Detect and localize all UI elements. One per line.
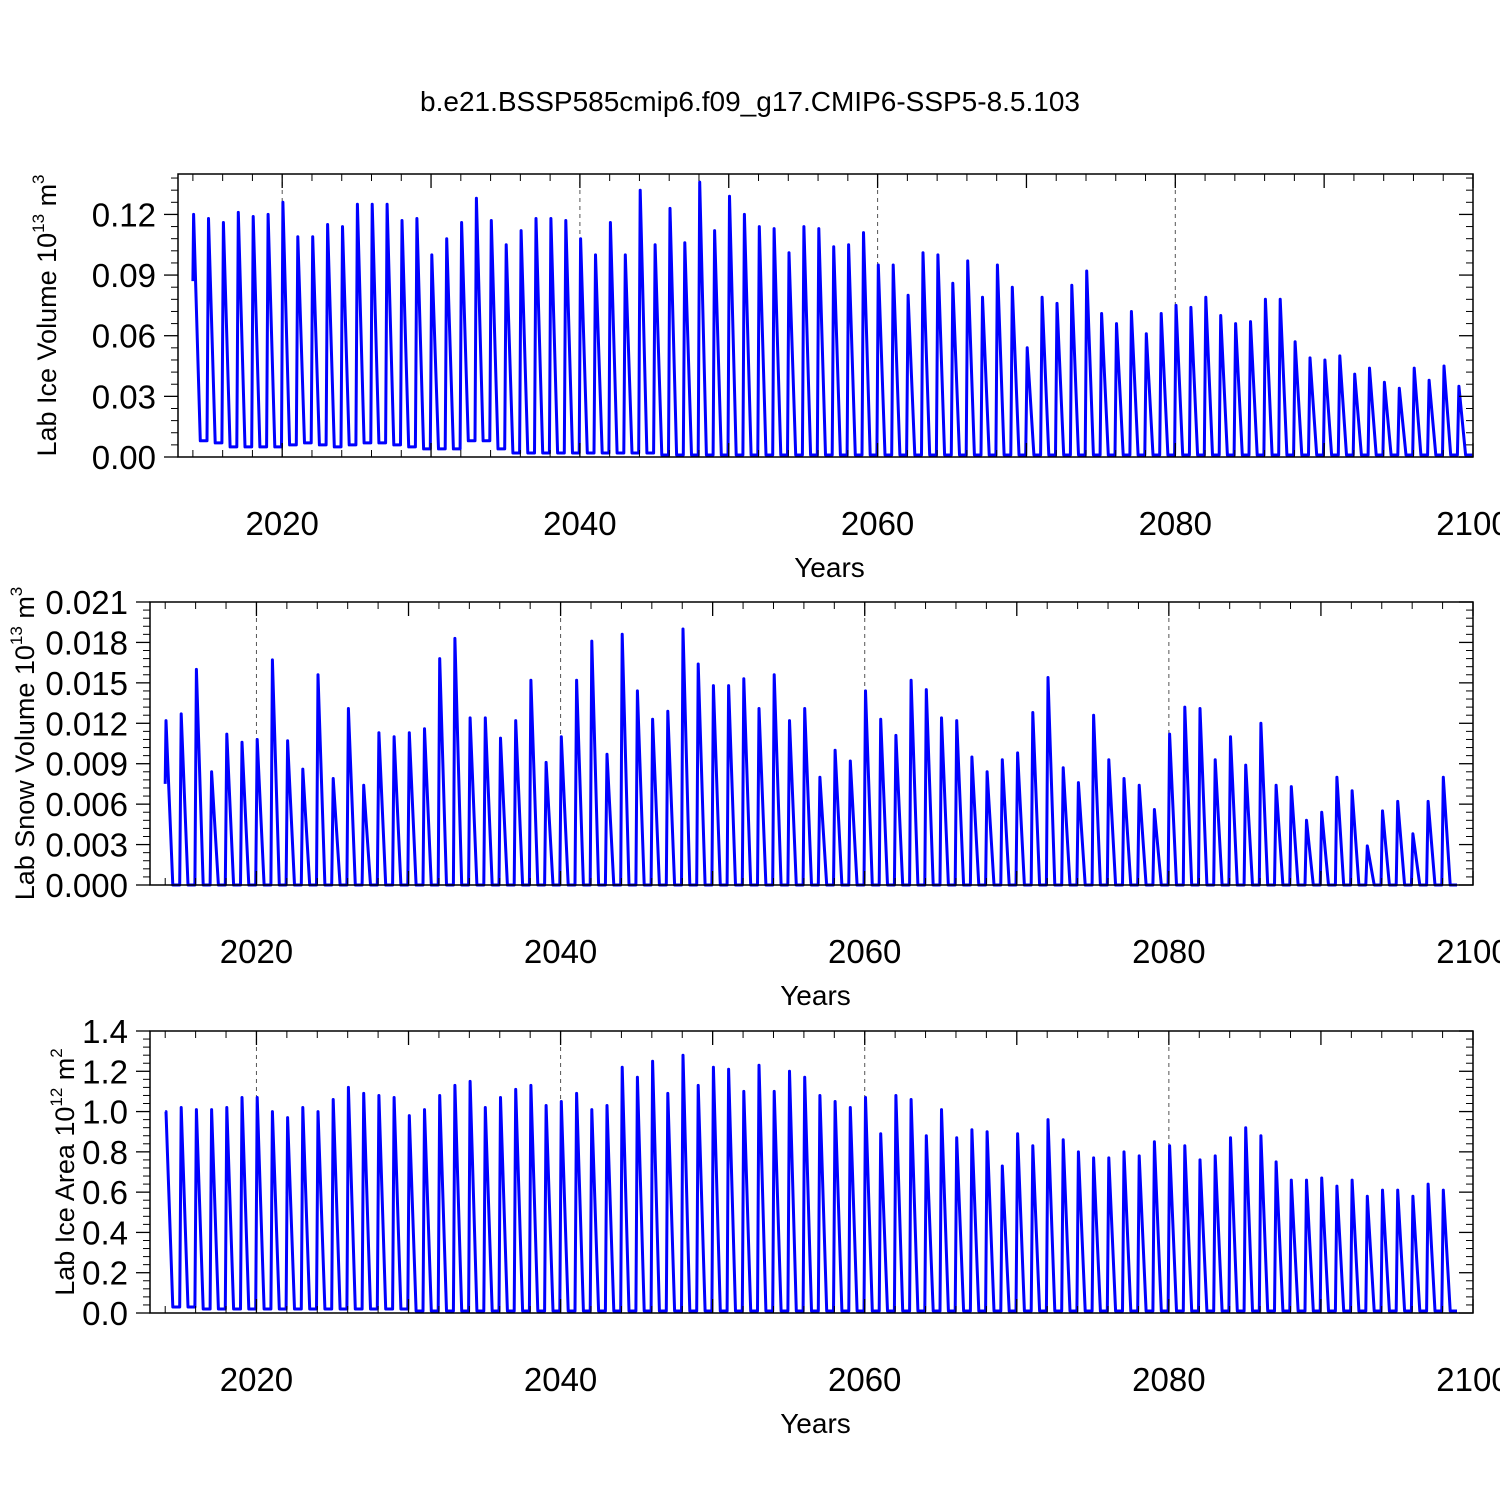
series-line: [163, 627, 1457, 887]
x-axis-label: Years: [780, 980, 851, 1011]
x-tick-label: 2080: [1132, 933, 1205, 970]
y-tick-label: 0.6: [82, 1174, 128, 1211]
y-tick-label: 1.0: [82, 1094, 128, 1131]
x-tick-label: 2040: [543, 505, 616, 542]
x-tick-label: 2100: [1436, 933, 1500, 970]
y-tick-label: 0.009: [45, 746, 128, 783]
y-axis-label: Lab Snow Volume 1013 m3: [7, 587, 40, 901]
plot-frame: [177, 173, 1474, 458]
y-tick-label: 0.003: [45, 827, 128, 864]
y-tick-label: 1.2: [82, 1053, 128, 1090]
x-tick-label: 2080: [1132, 1361, 1205, 1398]
figure-title: b.e21.BSSP585cmip6.f09_g17.CMIP6-SSP5-8.…: [420, 86, 1080, 117]
x-tick-label: 2040: [524, 1361, 597, 1398]
x-tick-label: 2100: [1436, 505, 1500, 542]
x-tick-label: 2020: [220, 933, 293, 970]
x-tick-label: 2040: [524, 933, 597, 970]
y-axis-label: Lab Ice Area 1012 m2: [47, 1048, 80, 1296]
y-tick-label: 0.0: [82, 1295, 128, 1332]
y-tick-label: 0.03: [92, 378, 156, 415]
y-axis-label: Lab Ice Volume 1013 m3: [29, 174, 62, 456]
plot-frame: [149, 1030, 1474, 1314]
x-tick-label: 2080: [1139, 505, 1212, 542]
series-line: [191, 180, 1473, 457]
y-tick-label: 0.06: [92, 318, 156, 355]
y-tick-label: 0.000: [45, 867, 128, 904]
y-tick-label: 0.4: [82, 1214, 128, 1251]
y-tick-label: 0.00: [92, 439, 156, 476]
x-tick-label: 2020: [245, 505, 318, 542]
y-tick-label: 0.006: [45, 786, 128, 823]
y-tick-label: 0.018: [45, 624, 128, 661]
chart-panel-3: 2020 2040 2060 2080 2100 Years 0.00.2 0.40.60.8…: [47, 1013, 1500, 1439]
x-tick-label: 2060: [841, 505, 914, 542]
x-tick-label: 2060: [828, 1361, 901, 1398]
x-axis-label: Years: [794, 552, 865, 583]
chart-panel-1: 2020 2040 2060 2080 2100 Years 0.00 0.03 0.06 0.0…: [29, 173, 1500, 583]
y-tick-label: 0.12: [92, 196, 156, 233]
y-tick-label: 0.015: [45, 665, 128, 702]
x-tick-label: 2100: [1436, 1361, 1500, 1398]
y-tick-label: 0.2: [82, 1255, 128, 1292]
y-tick-label: 0.09: [92, 257, 156, 294]
plot-frame: [149, 601, 1474, 886]
x-axis-label: Years: [780, 1408, 851, 1439]
x-tick-label: 2020: [220, 1361, 293, 1398]
y-tick-label: 1.4: [82, 1013, 128, 1050]
y-tick-label: 0.012: [45, 705, 128, 742]
x-tick-label: 2060: [828, 933, 901, 970]
series-line: [164, 1053, 1457, 1313]
y-tick-label: 0.021: [45, 584, 128, 621]
y-tick-label: 0.8: [82, 1134, 128, 1171]
